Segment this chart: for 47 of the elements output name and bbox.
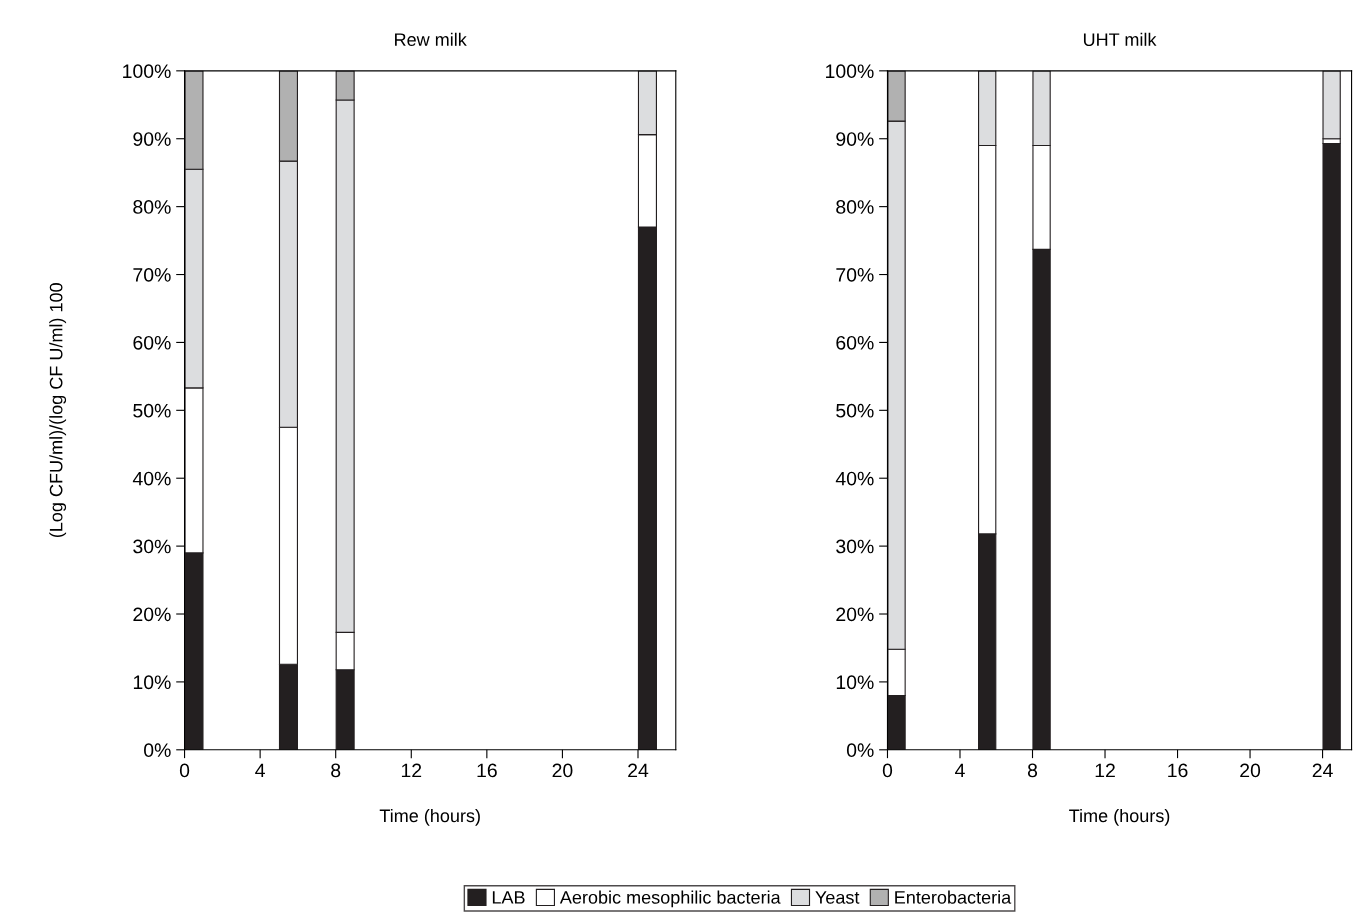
y-tick-label: 30% (836, 539, 874, 554)
x-tick-label: 4 (955, 763, 965, 778)
legend-label: Yeast (815, 891, 860, 904)
y-tick-label: 0% (846, 743, 874, 758)
x-tick-label: 16 (1168, 763, 1188, 778)
y-tick-label: 100% (123, 64, 171, 79)
x-tick-label: 4 (255, 763, 265, 778)
bar (1322, 142, 1341, 750)
y-tick-label: 20% (133, 607, 171, 622)
y-tick-label: 80% (836, 200, 874, 214)
y-tick-label: 80% (133, 200, 171, 214)
x-tick-label: 24 (1312, 763, 1333, 778)
x-axis-title: Time (hours) (379, 808, 480, 826)
y-tick-label: 40% (835, 471, 874, 486)
y-tick-label: 20% (836, 607, 874, 622)
legend-label: Aerobic mesophilic bacteria (559, 890, 781, 908)
y-tick-label: 50% (836, 403, 874, 418)
x-tick-label: 20 (552, 763, 573, 778)
legend-label: LAB (492, 891, 525, 904)
x-tick-label: 12 (401, 763, 422, 778)
y-tick-label: 100% (826, 64, 874, 79)
y-tick-label: 0% (144, 743, 171, 758)
bar (1322, 70, 1341, 140)
y-tick-label: 60% (836, 335, 874, 350)
x-tick-label: 8 (1027, 763, 1038, 778)
y-tick-label: 30% (133, 539, 171, 554)
y-tick-label: 70% (836, 268, 874, 282)
x-axis-title: Time (hours) (1069, 808, 1170, 826)
y-tick-label: 90% (836, 132, 874, 146)
x-tick-label: 0 (179, 763, 190, 778)
y-tick-label: 10% (133, 675, 171, 690)
x-tick-label: 24 (628, 763, 649, 778)
x-tick-label: 20 (1240, 763, 1261, 778)
chart-title: UHT milk (1083, 32, 1157, 47)
y-tick-label: 70% (133, 268, 171, 282)
x-tick-label: 0 (882, 763, 893, 778)
y-tick-label: 10% (836, 675, 874, 690)
y-tick-label: 50% (133, 403, 171, 418)
x-tick-label: 12 (1095, 763, 1115, 778)
y-tick-label: 90% (133, 132, 171, 146)
y-tick-label: 60% (133, 335, 171, 350)
y-tick-label: 40% (132, 471, 171, 486)
x-tick-label: 8 (331, 763, 341, 778)
chart-title: Rew milk (395, 32, 467, 47)
y-axis-title: (Log CFU/ml)/(log CF U/ml) 100 (49, 283, 67, 538)
x-tick-label: 16 (477, 763, 497, 778)
legend-label: Enterobacteria (895, 890, 1012, 904)
